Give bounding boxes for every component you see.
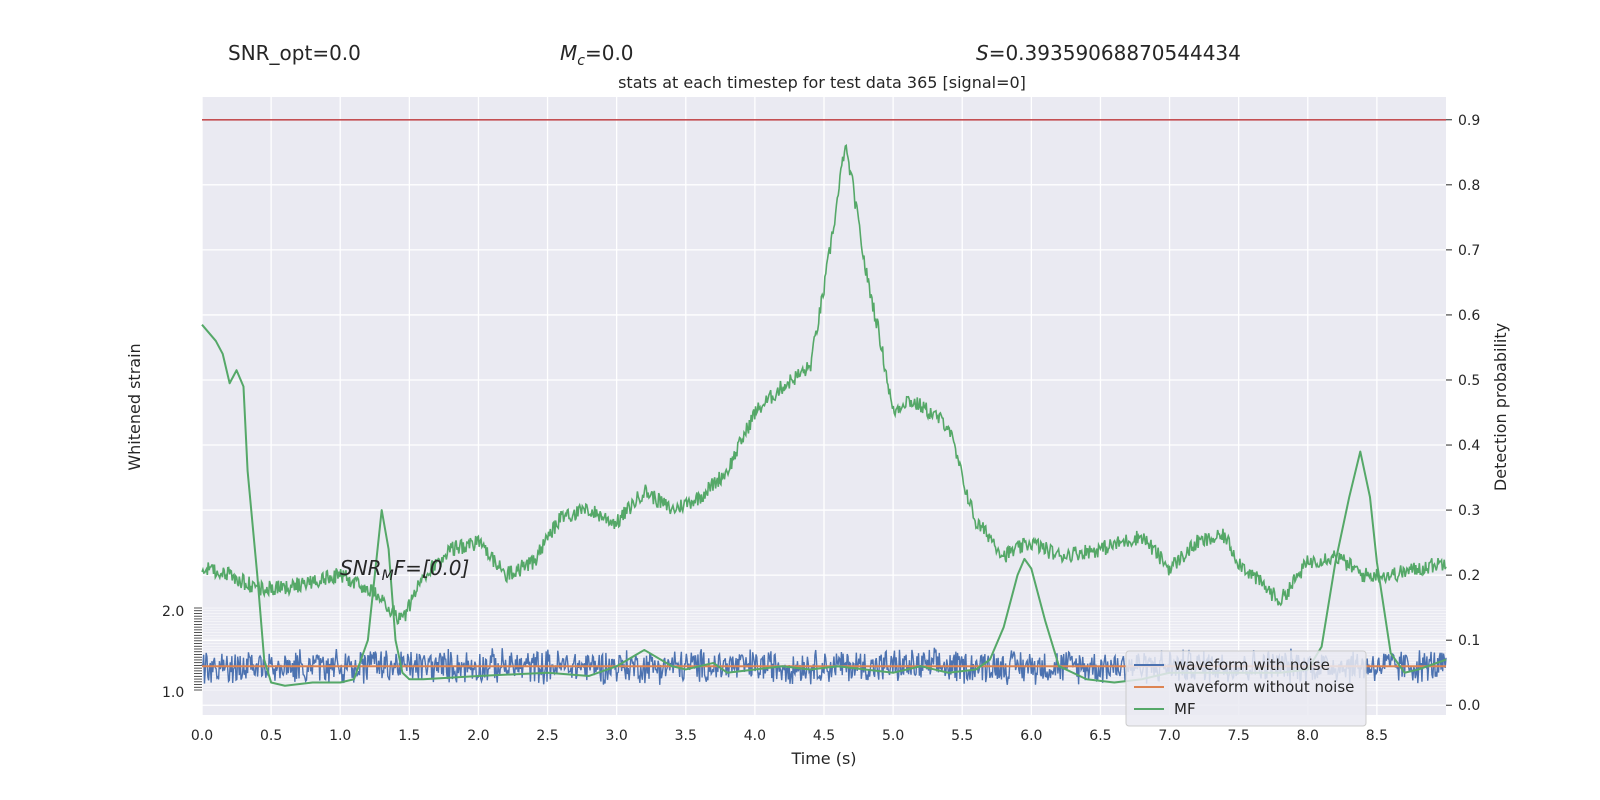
snr-opt-label: SNR_opt=0.0	[228, 41, 361, 65]
right-tick-label: 0.5	[1458, 373, 1480, 389]
mc-symbol: M	[560, 41, 577, 65]
x-tick-label: 0.0	[191, 728, 213, 744]
legend-box	[1125, 650, 1367, 727]
x-axis-label: Time (s)	[790, 749, 856, 768]
left-axis-bottom-tick: 1.0	[162, 685, 184, 701]
series-detection-probability	[201, 143, 1447, 625]
x-tick-label: 6.5	[1089, 728, 1111, 744]
left-axis-label: Whitened strain	[125, 343, 144, 470]
right-tick-label: 0.3	[1458, 503, 1480, 519]
s-label: S=0.39359068870544434	[976, 41, 1241, 65]
right-tick-label: 0.9	[1458, 113, 1480, 129]
mc-label: Mc=0.0	[560, 41, 634, 69]
x-tick-label: 1.5	[398, 728, 420, 744]
probability-line	[201, 143, 1447, 625]
x-tick-label: 5.0	[882, 728, 904, 744]
legend-label-mf: MF	[1174, 700, 1196, 718]
left-axis-top-tick: 2.0	[162, 604, 184, 620]
snr-mf-rest: F=[0.0]	[394, 556, 470, 580]
mc-subscript: c	[577, 53, 585, 69]
legend-label-waveform-with-noise: waveform with noise	[1174, 656, 1330, 674]
right-tick-label: 0.4	[1458, 438, 1480, 454]
x-axis-ticks: 0.0 0.5 1.0 1.5 2.0 2.5 3.0 3.5 4.0 4.5 5.0 5.5 6.0 6…	[191, 728, 1388, 744]
x-tick-label: 5.5	[951, 728, 973, 744]
right-tick-label: 0.0	[1458, 698, 1480, 714]
x-tick-label: 2.5	[536, 728, 558, 744]
right-axis-ticks: 0.0 0.1 0.2 0.3 0.4 0.5 0.6 0.7 0.8 0.9	[1446, 113, 1480, 714]
s-value: =0.39359068870544434	[989, 41, 1241, 65]
x-tick-label: 8.5	[1366, 728, 1388, 744]
right-tick-label: 0.8	[1458, 178, 1480, 194]
x-tick-label: 1.0	[329, 728, 351, 744]
chart-title: stats at each timestep for test data 365…	[618, 73, 1026, 92]
x-tick-label: 7.0	[1158, 728, 1180, 744]
x-tick-label: 8.0	[1297, 728, 1319, 744]
x-tick-label: 4.5	[813, 728, 835, 744]
x-tick-label: 4.0	[744, 728, 766, 744]
s-symbol: S	[976, 41, 989, 65]
right-tick-label: 0.6	[1458, 308, 1480, 324]
right-tick-label: 0.1	[1458, 633, 1480, 649]
x-tick-label: 3.0	[606, 728, 628, 744]
x-tick-label: 2.0	[467, 728, 489, 744]
right-axis-label: Detection probability	[1491, 323, 1510, 491]
right-tick-label: 0.2	[1458, 568, 1480, 584]
x-tick-label: 0.5	[260, 728, 282, 744]
right-tick-label: 0.7	[1458, 243, 1480, 259]
snr-mf-annotation: SNRMF=[0.0]	[340, 556, 469, 584]
mc-value: =0.0	[585, 41, 634, 65]
snr-mf-subscript: M	[382, 568, 394, 584]
x-tick-label: 7.5	[1228, 728, 1250, 744]
snr-mf-symbol: SNR	[340, 556, 382, 580]
x-tick-label: 3.5	[675, 728, 697, 744]
legend-label-waveform-without-noise: waveform without noise	[1174, 678, 1354, 696]
legend: waveform with noise waveform without noi…	[1125, 650, 1367, 727]
x-tick-label: 6.0	[1020, 728, 1042, 744]
